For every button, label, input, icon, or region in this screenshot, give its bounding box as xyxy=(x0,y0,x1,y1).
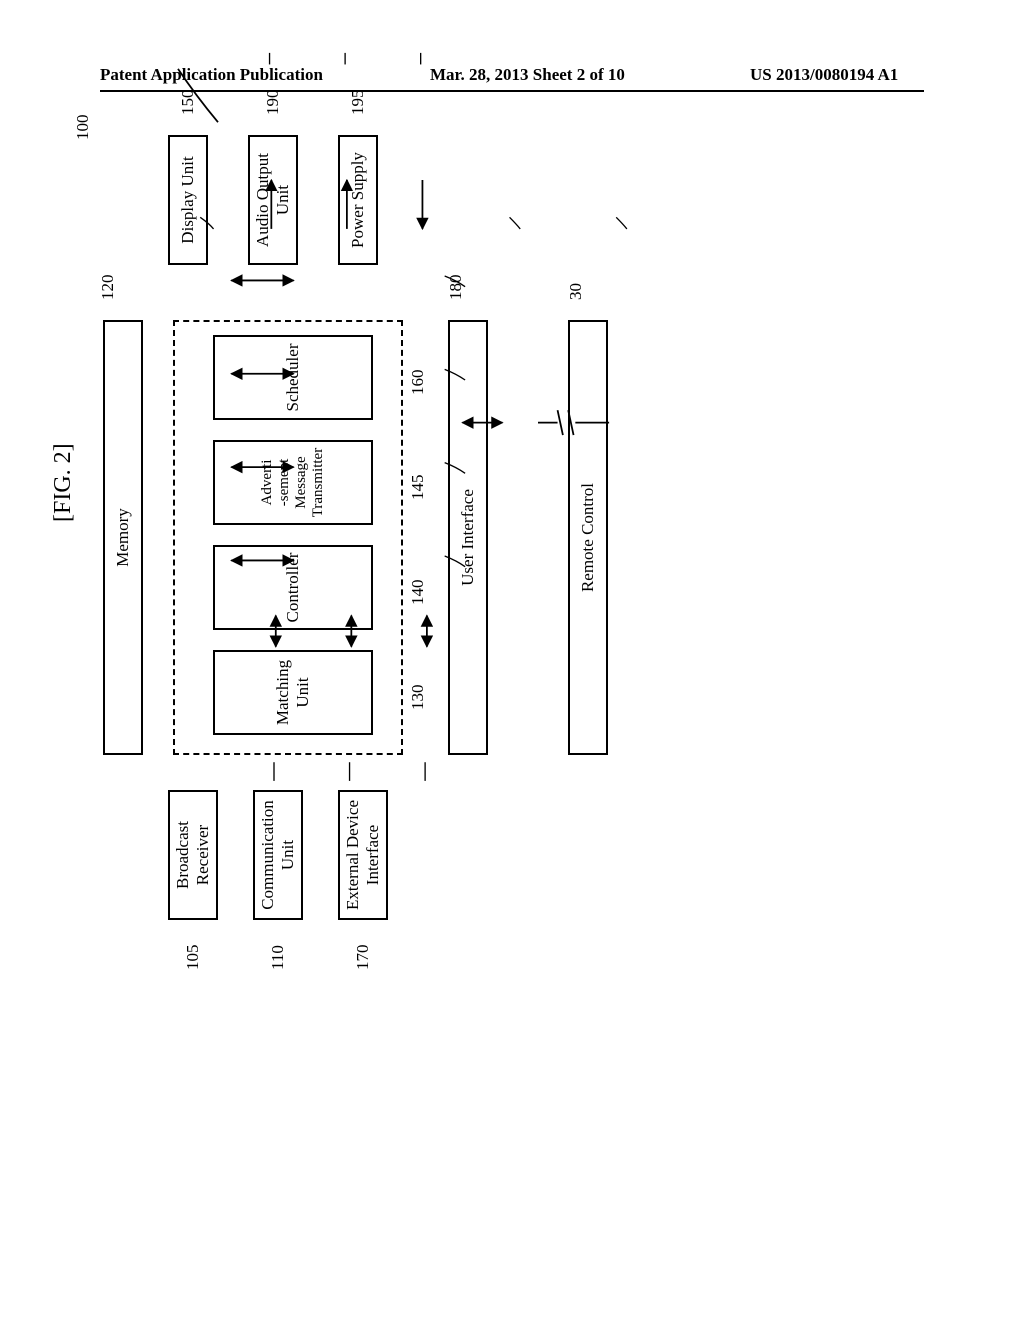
page: Patent Application Publication Mar. 28, … xyxy=(0,0,1024,1320)
ref-110: 110 xyxy=(268,945,288,970)
label-memory: Memory xyxy=(113,508,133,567)
diagram: [FIG. 2] 100 BroadcastReceiver 105 Commu… xyxy=(138,316,918,840)
ref-120: 120 xyxy=(98,275,118,301)
ref-100: 100 xyxy=(73,115,93,141)
wiring xyxy=(138,0,778,840)
block-memory: Memory xyxy=(103,320,143,755)
figure-title: [FIG. 2] xyxy=(50,443,77,522)
ref-170: 170 xyxy=(353,945,373,971)
ref-105: 105 xyxy=(183,945,203,971)
